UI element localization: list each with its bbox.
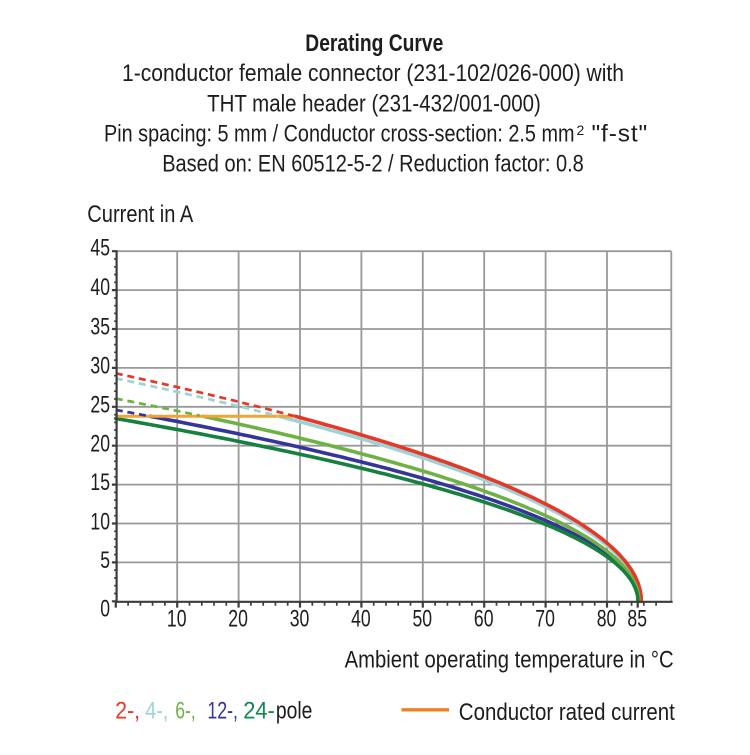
svg-text:6-,: 6-, xyxy=(175,698,196,725)
svg-text:24-: 24- xyxy=(243,698,274,725)
svg-text:20: 20 xyxy=(228,605,248,632)
svg-text:5: 5 xyxy=(100,547,110,574)
svg-text:30: 30 xyxy=(290,605,310,632)
svg-text:pole: pole xyxy=(276,698,313,725)
svg-text:2-,: 2-, xyxy=(115,698,140,725)
svg-text:50: 50 xyxy=(413,605,433,632)
svg-text:Derating Curve: Derating Curve xyxy=(305,30,443,57)
svg-text:THT male header (231-432/001-0: THT male header (231-432/001-000) xyxy=(207,90,541,117)
svg-text:85: 85 xyxy=(627,605,647,632)
svg-text:2: 2 xyxy=(577,122,585,138)
svg-text:15: 15 xyxy=(90,469,110,496)
svg-text:60: 60 xyxy=(474,605,494,632)
svg-text:70: 70 xyxy=(535,605,555,632)
svg-text:Ambient operating temperature: Ambient operating temperature in °C xyxy=(345,646,674,673)
svg-text:40: 40 xyxy=(90,274,110,301)
svg-text:0: 0 xyxy=(100,595,110,622)
svg-text:40: 40 xyxy=(351,605,371,632)
svg-text:10: 10 xyxy=(90,509,110,536)
svg-text:"f-st": "f-st" xyxy=(592,121,649,148)
svg-text:80: 80 xyxy=(597,605,617,632)
svg-text:4-,: 4-, xyxy=(145,698,168,725)
svg-text:45: 45 xyxy=(90,234,110,261)
svg-text:1-conductor female connector (: 1-conductor female connector (231-102/02… xyxy=(122,60,624,87)
svg-text:25: 25 xyxy=(90,391,110,418)
svg-text:12-,: 12-, xyxy=(207,698,238,725)
svg-text:Conductor rated current: Conductor rated current xyxy=(459,699,675,726)
svg-text:10: 10 xyxy=(167,605,187,632)
svg-text:20: 20 xyxy=(90,430,110,457)
svg-text:Pin spacing: 5 mm / Conductor: Pin spacing: 5 mm / Conductor cross-sect… xyxy=(104,121,575,148)
svg-text:Based on: EN 60512-5-2 / Reduc: Based on: EN 60512-5-2 / Reduction facto… xyxy=(162,150,584,177)
svg-text:Current in A: Current in A xyxy=(87,201,194,228)
svg-text:30: 30 xyxy=(90,353,110,380)
svg-text:35: 35 xyxy=(90,314,110,341)
